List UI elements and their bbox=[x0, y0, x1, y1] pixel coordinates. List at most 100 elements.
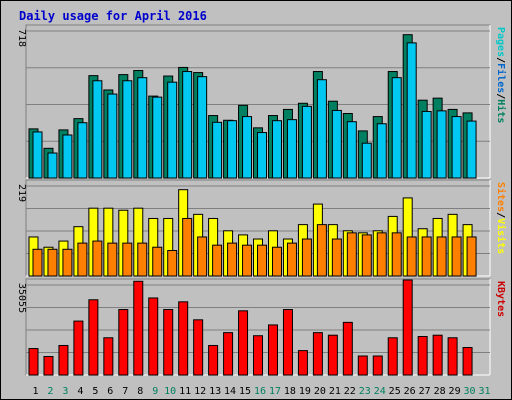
bar-sites-day-22 bbox=[346, 232, 357, 277]
bar-kbytes-day-12 bbox=[193, 319, 204, 376]
bar-files-day-17 bbox=[271, 120, 282, 179]
chart-title: Daily usage for April 2016 bbox=[19, 9, 207, 23]
bar-kbytes-day-16 bbox=[253, 335, 264, 376]
bar-kbytes-day-14 bbox=[223, 332, 234, 376]
x-tick-label: 26 bbox=[404, 386, 416, 397]
x-tick-label: 18 bbox=[284, 386, 296, 397]
bar-sites-day-15 bbox=[242, 244, 253, 277]
x-tick-label: 3 bbox=[62, 386, 68, 397]
bar-kbytes-day-11 bbox=[178, 301, 189, 376]
x-tick-label: 8 bbox=[137, 386, 143, 397]
bar-files-day-29 bbox=[451, 116, 462, 179]
bar-sites-day-19 bbox=[301, 238, 312, 277]
bar-files-day-15 bbox=[242, 116, 253, 179]
bar-sites-day-29 bbox=[451, 236, 462, 277]
legend-part: / bbox=[495, 57, 506, 63]
bar-kbytes-day-6 bbox=[103, 337, 114, 376]
bar-kbytes-day-8 bbox=[133, 280, 144, 376]
bar-files-day-18 bbox=[286, 119, 297, 179]
bar-files-day-21 bbox=[331, 109, 342, 179]
bar-sites-day-25 bbox=[391, 232, 402, 277]
bar-kbytes-day-10 bbox=[163, 309, 174, 376]
bar-kbytes-day-17 bbox=[267, 324, 278, 376]
bar-files-day-23 bbox=[361, 142, 372, 179]
x-tick-label: 25 bbox=[389, 386, 401, 397]
x-tick-label: 15 bbox=[239, 386, 251, 397]
bar-files-day-6 bbox=[107, 93, 118, 179]
bar-kbytes-day-26 bbox=[402, 279, 413, 376]
bar-sites-day-26 bbox=[406, 236, 417, 277]
bar-sites-day-5 bbox=[92, 240, 103, 277]
bar-sites-day-4 bbox=[77, 242, 88, 277]
bar-files-day-28 bbox=[436, 110, 447, 179]
bar-kbytes-day-28 bbox=[432, 334, 443, 376]
bar-files-day-7 bbox=[122, 80, 133, 179]
bar-files-day-12 bbox=[197, 76, 208, 179]
x-tick-label: 13 bbox=[209, 386, 221, 397]
bar-sites-day-21 bbox=[331, 238, 342, 277]
legend-part: / bbox=[495, 93, 506, 99]
bar-files-day-24 bbox=[376, 123, 387, 179]
bar-files-day-10 bbox=[167, 81, 178, 179]
x-tick-label: 10 bbox=[164, 386, 176, 397]
bar-sites-day-30 bbox=[466, 236, 477, 277]
legend-part: Sites bbox=[495, 182, 507, 212]
legend-part: KBytes bbox=[495, 281, 506, 317]
bar-sites-day-6 bbox=[107, 242, 118, 277]
x-tick-label: 9 bbox=[152, 386, 158, 397]
bar-kbytes-day-25 bbox=[387, 337, 398, 376]
panel-hits-files-pages: 718 Pages/Files/Hits bbox=[16, 24, 507, 179]
series-legend: KBytes bbox=[495, 281, 506, 317]
bar-kbytes-day-13 bbox=[208, 344, 219, 376]
bar-sites-day-11 bbox=[182, 217, 193, 277]
bar-kbytes-day-18 bbox=[282, 309, 293, 376]
bar-files-day-4 bbox=[77, 122, 88, 179]
bar-sites-day-20 bbox=[316, 224, 327, 277]
x-tick-label: 6 bbox=[107, 386, 113, 397]
x-tick-label: 7 bbox=[122, 386, 128, 397]
series-legend: Sites/Visits bbox=[495, 182, 507, 254]
bar-kbytes-day-2 bbox=[43, 356, 54, 376]
x-tick-label: 20 bbox=[314, 386, 326, 397]
panel-kbytes: 35055 KBytes bbox=[16, 278, 506, 376]
bar-kbytes-day-19 bbox=[297, 350, 308, 376]
bar-kbytes-day-4 bbox=[73, 320, 84, 376]
legend-part: Hits bbox=[495, 99, 507, 123]
bar-files-day-22 bbox=[346, 121, 357, 179]
x-tick-label: 29 bbox=[449, 386, 461, 397]
x-tick-label: 31 bbox=[478, 386, 490, 397]
bar-files-day-8 bbox=[137, 77, 148, 179]
bar-files-day-16 bbox=[257, 132, 268, 179]
legend-part: Files bbox=[495, 63, 507, 93]
bar-kbytes-day-20 bbox=[312, 332, 323, 376]
bar-files-day-30 bbox=[466, 120, 477, 179]
bar-files-day-26 bbox=[406, 42, 417, 179]
ymax-label: 35055 bbox=[16, 283, 27, 313]
legend-part: Pages bbox=[495, 27, 506, 57]
ymax-label: 718 bbox=[16, 29, 27, 47]
bar-sites-day-1 bbox=[32, 248, 43, 277]
bar-kbytes-day-30 bbox=[462, 347, 473, 376]
series-legend: Pages/Files/Hits bbox=[495, 27, 507, 123]
bar-sites-day-16 bbox=[257, 244, 268, 277]
bar-sites-day-14 bbox=[227, 242, 238, 277]
bar-sites-day-2 bbox=[47, 248, 58, 277]
bar-kbytes-day-22 bbox=[342, 321, 353, 376]
bar-files-day-13 bbox=[212, 121, 223, 179]
bar-files-day-9 bbox=[152, 96, 163, 179]
x-tick-label: 16 bbox=[254, 386, 266, 397]
bar-kbytes-day-23 bbox=[357, 355, 368, 376]
legend-part: / bbox=[495, 212, 506, 218]
bar-kbytes-day-15 bbox=[238, 310, 249, 376]
ymax-label: 219 bbox=[16, 184, 27, 202]
panel-sites-visits: 219 Sites/Visits bbox=[16, 179, 507, 277]
x-tick-label: 24 bbox=[374, 386, 386, 397]
x-tick-label: 19 bbox=[299, 386, 311, 397]
x-tick-label: 21 bbox=[329, 386, 341, 397]
bar-files-day-5 bbox=[92, 80, 103, 179]
x-tick-label: 30 bbox=[464, 386, 476, 397]
bar-files-day-1 bbox=[32, 131, 43, 179]
bar-sites-day-18 bbox=[286, 242, 297, 277]
bar-sites-day-28 bbox=[436, 236, 447, 277]
